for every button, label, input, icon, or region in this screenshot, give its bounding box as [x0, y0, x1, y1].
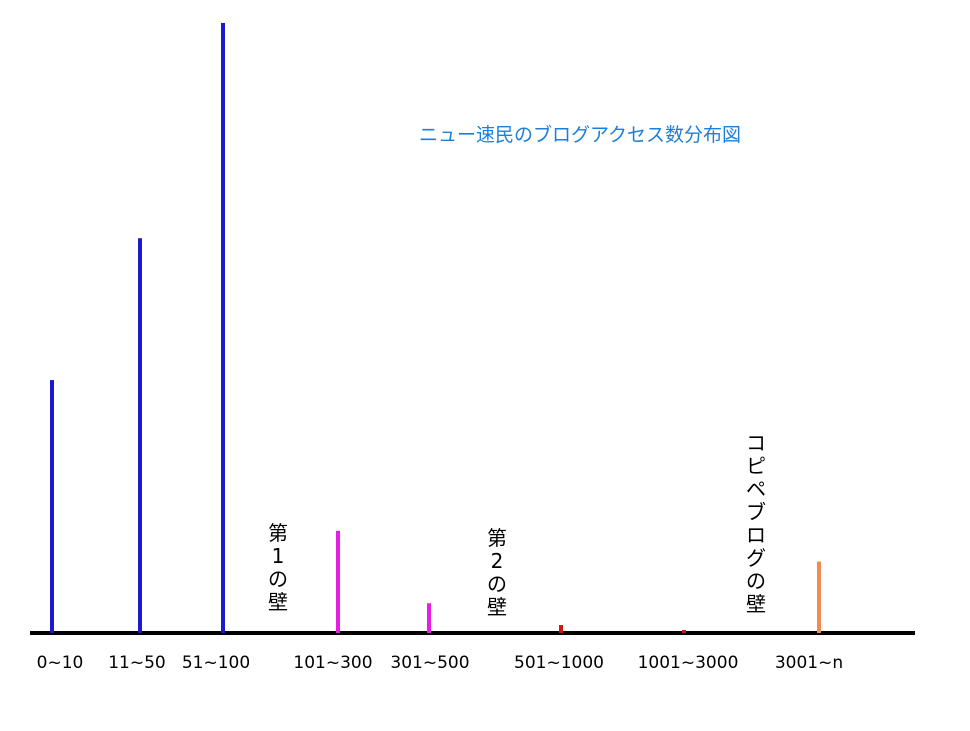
x-tick-label: 3001~n	[775, 653, 843, 673]
bar-2	[138, 238, 142, 634]
x-tick-label: 301~500	[390, 653, 469, 673]
bar-1	[50, 380, 54, 633]
x-tick-label: 1001~3000	[638, 653, 739, 673]
wall-annotation: 第 1 の壁	[268, 521, 288, 614]
bar-6	[559, 625, 563, 633]
x-tick-label: 51~100	[182, 653, 250, 673]
bar-3	[221, 22, 225, 634]
bar-7	[682, 630, 686, 633]
x-tick-label: 11~50	[108, 653, 166, 673]
x-tick-label: 101~300	[293, 653, 372, 673]
chart-title: ニュー速民のブログアクセス数分布図	[419, 123, 741, 146]
bar-8	[817, 561, 821, 633]
bar-5	[427, 603, 431, 633]
x-tick-label: 501~1000	[514, 653, 604, 673]
x-tick-label: 0~10	[37, 653, 84, 673]
bar-4	[336, 530, 340, 633]
wall-annotation: 第 2 の壁	[487, 526, 507, 619]
wall-annotation: コピペブログの壁	[746, 431, 766, 616]
